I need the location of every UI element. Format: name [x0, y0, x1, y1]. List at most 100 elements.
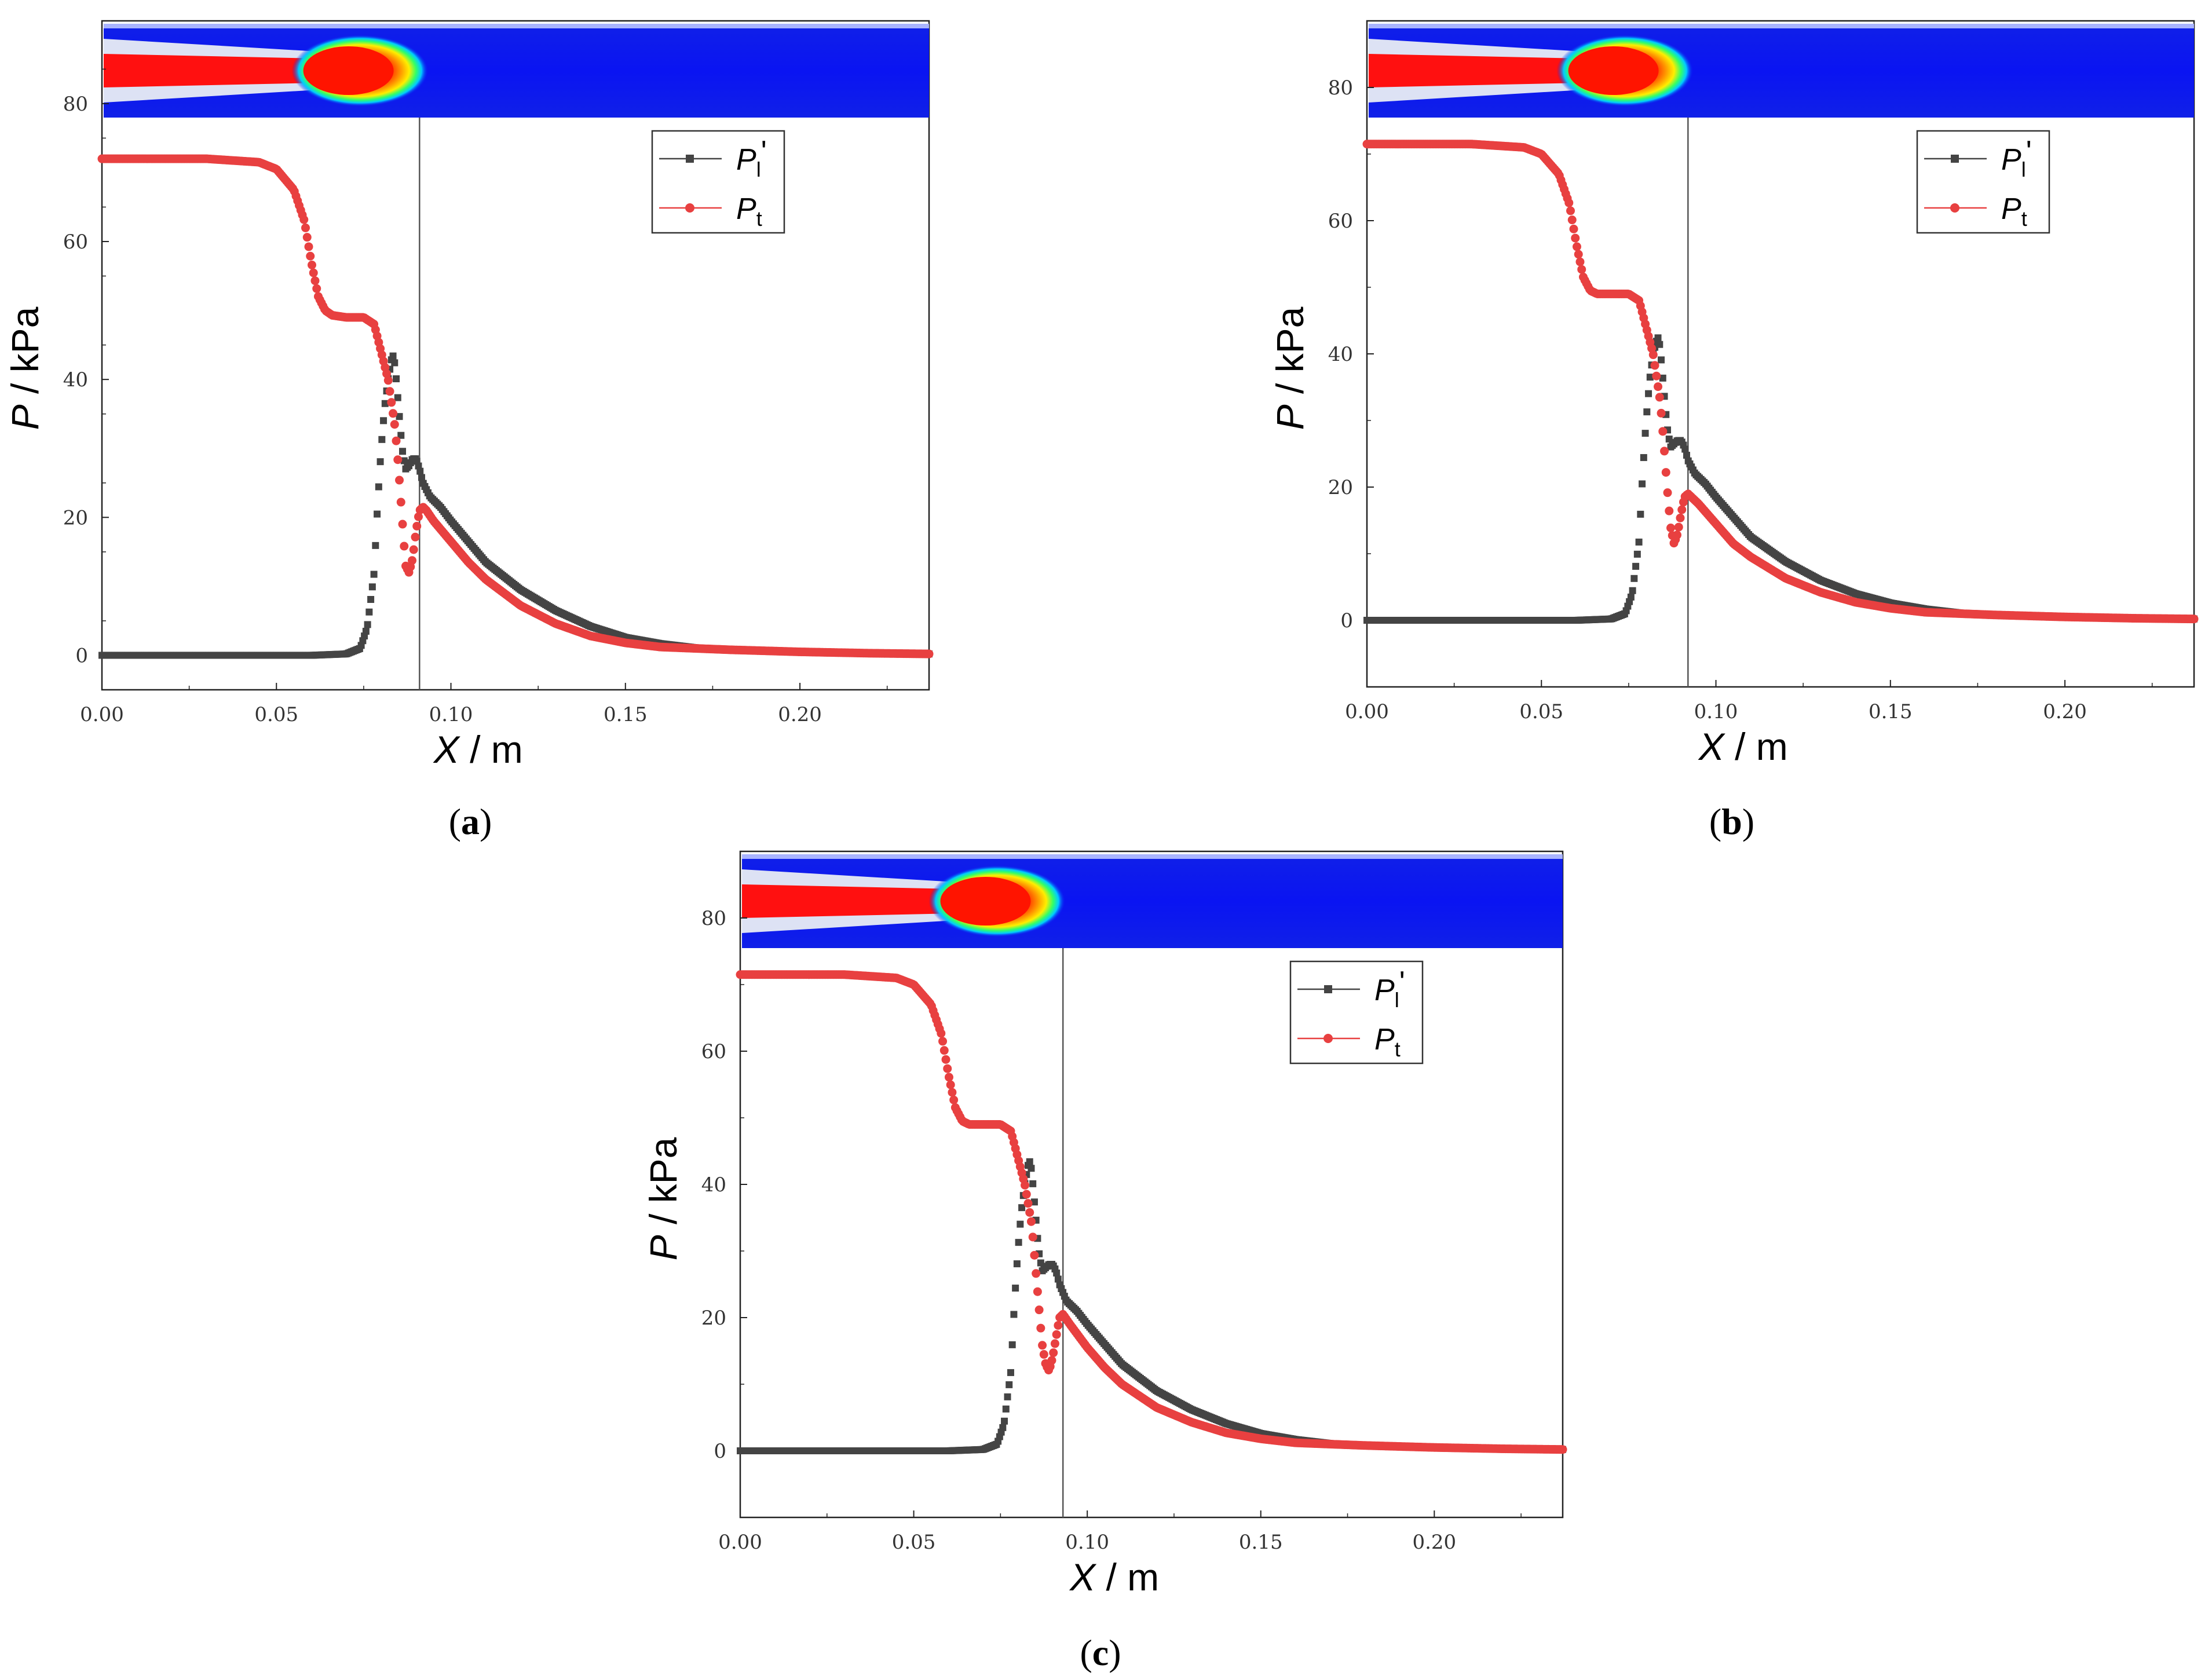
data-point: [1018, 1204, 1026, 1212]
data-point: [416, 467, 424, 475]
data-point: [397, 431, 405, 439]
data-point: [299, 215, 309, 224]
panel-letter: c: [1092, 1632, 1109, 1673]
legend-label: Pt: [1374, 1023, 1401, 1061]
data-point: [1660, 447, 1669, 456]
panel-paren: ): [480, 801, 492, 842]
x-tick-label: 0.00: [718, 1531, 762, 1554]
x-axis-title: X / m: [1069, 1556, 1159, 1598]
legend-prime: ': [2026, 135, 2032, 169]
data-point: [1004, 1393, 1011, 1400]
y-axis-title-unit: / kPa: [1268, 306, 1311, 404]
data-point: [1033, 1287, 1042, 1296]
data-point: [1006, 1381, 1013, 1388]
series-pt: [736, 970, 1567, 1454]
panel-letter: b: [1721, 801, 1742, 842]
data-point: [302, 233, 312, 242]
data-point: [382, 369, 392, 378]
y-tick-label: 60: [1328, 210, 1353, 233]
data-point: [1646, 374, 1654, 381]
data-point: [411, 532, 420, 542]
data-point: [1681, 445, 1689, 453]
legend-subscript: t: [756, 207, 762, 231]
data-point: [1038, 1341, 1047, 1350]
data-point: [1028, 1165, 1035, 1172]
data-point: [1641, 430, 1649, 437]
legend-symbol: P: [2001, 143, 2021, 177]
data-point: [1635, 538, 1643, 546]
y-tick-label: 0: [1340, 609, 1353, 632]
x-axis-title: X / m: [433, 728, 523, 771]
data-point: [385, 387, 394, 396]
x-tick-label: 0.10: [429, 703, 473, 726]
legend: Pl' Pt: [1289, 960, 1424, 1065]
data-point: [372, 542, 379, 549]
data-point: [939, 1046, 949, 1055]
data-point: [395, 475, 404, 485]
y-tick-label: 80: [63, 93, 88, 116]
inset-jet-core: [742, 884, 956, 918]
data-point: [1643, 408, 1651, 416]
data-point: [399, 448, 407, 455]
data-point: [1656, 341, 1663, 348]
inset-jet-core: [104, 54, 319, 87]
data-point: [392, 436, 401, 445]
plot-frame: [101, 20, 930, 691]
series-pt: [1362, 140, 2199, 624]
y-tick-label: 60: [63, 231, 88, 254]
data-point: [1047, 1356, 1056, 1365]
data-point: [381, 400, 389, 407]
legend: Pl' Pt: [651, 130, 785, 234]
y-axis-title: P / kPa: [642, 1137, 685, 1260]
data-point: [1010, 1311, 1018, 1318]
data-point: [1655, 393, 1664, 402]
data-point: [1665, 506, 1674, 515]
data-point: [1052, 1330, 1061, 1339]
data-point: [1666, 523, 1676, 532]
legend-marker: [1323, 1034, 1333, 1043]
y-axis-title-symbol: P: [642, 1235, 685, 1260]
y-axis-title: P / kPa: [1268, 306, 1311, 430]
data-point: [1658, 356, 1665, 364]
data-point: [309, 268, 318, 277]
legend-marker: [685, 203, 694, 213]
panel-a: 0 20 40 60 80 0.00 0.05 0.10 0.15 0.20 X / m P / kP…: [3, 20, 934, 842]
data-point: [1673, 531, 1681, 540]
legend-label: Pl': [736, 135, 767, 181]
x-axis-title-symbol: X: [1698, 725, 1726, 768]
data-point: [310, 276, 320, 286]
data-point: [367, 596, 375, 603]
data-point: [374, 510, 381, 518]
data-point: [999, 1424, 1007, 1431]
data-point: [1569, 224, 1578, 233]
x-axis-title-unit: / m: [1095, 1556, 1159, 1598]
data-point: [389, 352, 397, 360]
panel-paren: (: [1080, 1632, 1092, 1673]
data-point: [1013, 1260, 1021, 1268]
plot-frame: [1366, 20, 2195, 688]
legend-label: Pl': [1374, 965, 1405, 1012]
data-point: [1663, 488, 1672, 498]
data-point: [414, 512, 423, 521]
data-point: [1026, 1217, 1036, 1226]
data-point: [1012, 1285, 1019, 1292]
legend: Pl'Pt: [1916, 130, 2050, 234]
legend-symbol: P: [736, 192, 756, 226]
y-tick-label: 80: [1328, 76, 1353, 100]
panel-b: 0 20 40 60 80 0.00 0.05 0.10 0.15 0.20 X / m P / kP…: [1268, 20, 2199, 842]
y-axis-title-unit: / kPa: [642, 1137, 685, 1235]
data-point: [1015, 1239, 1022, 1246]
x-tick-label: 0.20: [1412, 1531, 1456, 1554]
data-point: [1017, 1220, 1024, 1228]
data-point: [946, 1080, 955, 1089]
legend-marker: [1951, 155, 1959, 163]
data-point: [1029, 1180, 1037, 1187]
legend-symbol: P: [1374, 974, 1395, 1007]
legend-label: Pt: [736, 192, 762, 231]
panel-paren: (: [1709, 801, 1721, 842]
data-point: [1632, 562, 1640, 570]
y-tick-label: 0: [714, 1440, 726, 1463]
data-point: [1674, 522, 1683, 532]
data-point: [364, 621, 371, 628]
